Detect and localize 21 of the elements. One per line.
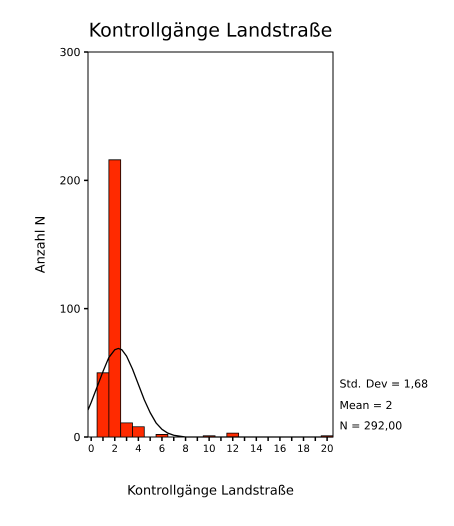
x-tick-label: 10 bbox=[204, 444, 215, 452]
y-axis-title: Anzahl N bbox=[34, 217, 45, 274]
y-tick-label: 0 bbox=[74, 432, 80, 442]
y-tick-label: 200 bbox=[60, 176, 80, 184]
x-tick-label: 12 bbox=[227, 444, 238, 452]
x-tick-label: 0 bbox=[88, 444, 94, 452]
x-tick-label: 2 bbox=[112, 444, 117, 452]
x-tick-label: 16 bbox=[274, 444, 286, 452]
text: Std. Dev = 1,68 bbox=[340, 379, 428, 389]
y-tick-label: 300 bbox=[60, 48, 80, 56]
x-tick-label: 20 bbox=[322, 444, 333, 452]
chart-title: Kontrollgänge Landstraße bbox=[90, 22, 332, 41]
x-tick-label: 6 bbox=[159, 444, 165, 452]
x-tick-label: 8 bbox=[183, 444, 188, 452]
y-tick-label: 100 bbox=[60, 304, 80, 313]
x-tick-label: 18 bbox=[298, 444, 310, 452]
text: N = 292,00 bbox=[340, 421, 402, 431]
x-tick-label: 4 bbox=[136, 444, 141, 452]
x-axis-title: Kontrollgänge Landstraße bbox=[128, 484, 294, 498]
x-tick-label: 14 bbox=[251, 444, 262, 452]
text: Mean = 2 bbox=[340, 400, 392, 410]
